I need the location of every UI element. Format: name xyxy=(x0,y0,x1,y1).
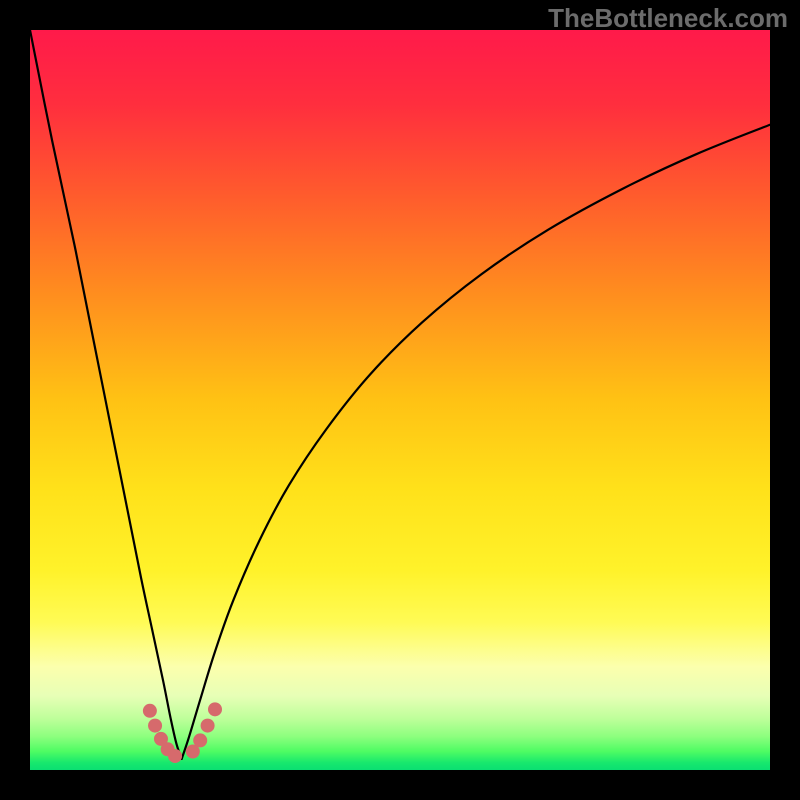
bottleneck-curve-right xyxy=(182,125,770,759)
bottleneck-curve-left xyxy=(30,30,182,759)
marker-point xyxy=(208,702,222,716)
watermark-text: TheBottleneck.com xyxy=(548,3,788,34)
marker-point xyxy=(168,749,182,763)
marker-point xyxy=(148,719,162,733)
plot-area xyxy=(30,30,770,770)
marker-point xyxy=(201,719,215,733)
marker-point xyxy=(193,733,207,747)
curve-layer xyxy=(30,30,770,770)
marker-point xyxy=(143,704,157,718)
